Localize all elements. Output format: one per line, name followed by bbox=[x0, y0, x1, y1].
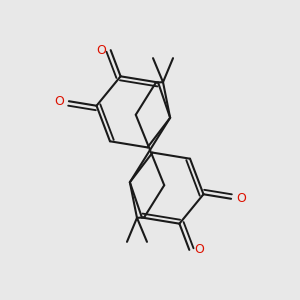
Text: O: O bbox=[96, 44, 106, 57]
Text: O: O bbox=[54, 95, 64, 108]
Text: O: O bbox=[194, 243, 204, 256]
Text: O: O bbox=[236, 192, 246, 205]
